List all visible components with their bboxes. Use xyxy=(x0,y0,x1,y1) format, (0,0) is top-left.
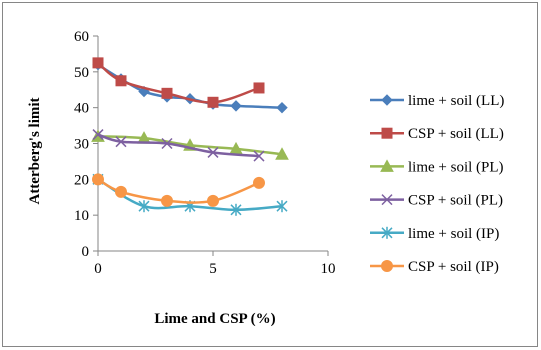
series-group xyxy=(91,57,289,216)
legend-label: lime + soil (IP) xyxy=(408,226,499,242)
series-2 xyxy=(92,57,265,108)
data-point xyxy=(115,75,127,87)
legend-label: CSP + soil (PL) xyxy=(408,193,503,209)
legend-marker xyxy=(380,159,394,172)
chart-area: 0 10 20 30 40 50 60 0 5 10 Atterberg's limit Lime… xyxy=(2,2,538,347)
legend-entry: lime + soil (LL) xyxy=(370,93,504,109)
axes xyxy=(93,35,329,256)
data-point xyxy=(115,185,127,198)
tick-labels: 0 10 20 30 40 50 60 0 5 10 xyxy=(74,29,336,277)
data-point xyxy=(275,147,289,160)
y-tick-label: 0 xyxy=(82,244,90,260)
data-point xyxy=(92,57,104,69)
x-tick-label: 0 xyxy=(94,261,102,277)
y-tick-label: 30 xyxy=(74,137,89,153)
data-point xyxy=(92,129,104,141)
x-axis-title: Lime and CSP (%) xyxy=(154,311,275,327)
data-point xyxy=(207,146,219,158)
legend-entry: CSP + soil (PL) xyxy=(370,193,503,209)
data-point xyxy=(207,194,219,207)
data-point xyxy=(230,100,242,112)
x-tick-label: 5 xyxy=(209,261,217,277)
line-chart: 0 10 20 30 40 50 60 0 5 10 Atterberg's limit Lime… xyxy=(27,29,504,327)
data-point xyxy=(230,203,242,216)
data-point xyxy=(92,173,104,186)
data-point xyxy=(138,200,150,213)
legend-marker xyxy=(381,226,393,239)
legend-marker xyxy=(381,127,393,139)
series-6 xyxy=(92,173,265,207)
data-point xyxy=(161,137,173,150)
y-tick-label: 50 xyxy=(74,65,89,81)
legend-label: CSP + soil (IP) xyxy=(408,259,499,275)
y-tick-label: 10 xyxy=(74,208,89,224)
data-point xyxy=(161,194,173,207)
legend-label: lime + soil (LL) xyxy=(408,93,504,109)
data-point xyxy=(253,176,265,189)
x-tick-label: 10 xyxy=(321,261,336,277)
legend-entry: CSP + soil (IP) xyxy=(370,259,499,275)
data-point xyxy=(276,101,288,114)
data-point xyxy=(253,82,265,94)
data-point xyxy=(253,150,265,162)
legend-label: CSP + soil (LL) xyxy=(408,126,504,142)
data-point xyxy=(276,200,288,213)
legend-entry: lime + soil (PL) xyxy=(370,159,504,175)
legend-entry: lime + soil (IP) xyxy=(370,226,499,242)
data-point xyxy=(115,136,127,148)
y-tick-label: 60 xyxy=(74,29,89,45)
data-point xyxy=(161,87,173,99)
y-tick-label: 20 xyxy=(74,172,89,188)
series-4 xyxy=(92,129,265,162)
data-point xyxy=(207,96,219,108)
y-tick-label: 40 xyxy=(74,101,89,117)
legend-entry: CSP + soil (LL) xyxy=(370,126,504,142)
y-axis-title: Atterberg's limit xyxy=(27,97,43,204)
legend: lime + soil (LL) CSP + soil (LL) lime + so… xyxy=(370,93,504,275)
legend-marker xyxy=(381,260,393,272)
legend-marker xyxy=(381,94,393,106)
legend-label: lime + soil (PL) xyxy=(408,159,504,175)
legend-marker xyxy=(381,194,393,206)
